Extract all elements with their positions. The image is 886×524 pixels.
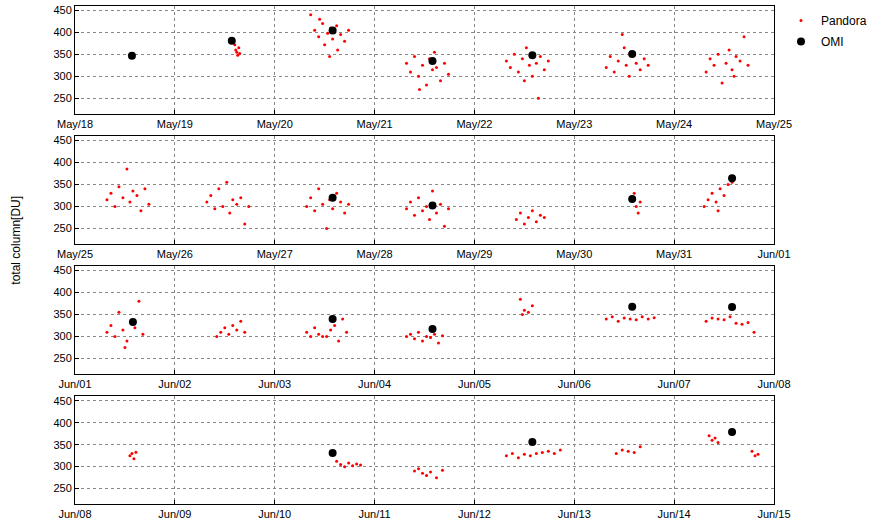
svg-text:450: 450: [53, 134, 71, 146]
svg-text:May/27: May/27: [257, 248, 293, 260]
svg-text:300: 300: [53, 70, 71, 82]
svg-text:May/29: May/29: [456, 248, 492, 260]
svg-text:250: 250: [53, 222, 71, 234]
svg-text:400: 400: [53, 26, 71, 38]
svg-text:Jun/05: Jun/05: [458, 378, 491, 390]
svg-text:May/28: May/28: [357, 248, 393, 260]
svg-text:May/24: May/24: [656, 118, 692, 130]
svg-text:May/23: May/23: [556, 118, 592, 130]
svg-text:May/21: May/21: [357, 118, 393, 130]
svg-text:Jun/07: Jun/07: [658, 378, 691, 390]
svg-text:350: 350: [53, 178, 71, 190]
svg-text:300: 300: [53, 200, 71, 212]
svg-text:350: 350: [53, 308, 71, 320]
svg-text:Jun/09: Jun/09: [158, 508, 191, 520]
svg-text:400: 400: [53, 156, 71, 168]
svg-text:May/26: May/26: [157, 248, 193, 260]
svg-text:Pandora: Pandora: [821, 14, 867, 28]
svg-text:May/22: May/22: [456, 118, 492, 130]
svg-text:May/30: May/30: [556, 248, 592, 260]
svg-text:Jun/04: Jun/04: [358, 378, 391, 390]
svg-text:Jun/13: Jun/13: [558, 508, 591, 520]
svg-text:300: 300: [53, 460, 71, 472]
svg-text:450: 450: [53, 264, 71, 276]
svg-text:May/31: May/31: [656, 248, 692, 260]
svg-text:May/25: May/25: [756, 118, 792, 130]
svg-text:400: 400: [53, 286, 71, 298]
svg-text:Jun/12: Jun/12: [458, 508, 491, 520]
svg-text:250: 250: [53, 352, 71, 364]
svg-text:Jun/15: Jun/15: [757, 508, 790, 520]
svg-text:Jun/08: Jun/08: [58, 508, 91, 520]
svg-text:250: 250: [53, 482, 71, 494]
svg-text:May/25: May/25: [57, 248, 93, 260]
svg-text:Jun/14: Jun/14: [658, 508, 691, 520]
svg-text:May/18: May/18: [57, 118, 93, 130]
svg-text:400: 400: [53, 417, 71, 429]
svg-text:350: 350: [53, 439, 71, 451]
svg-text:May/19: May/19: [157, 118, 193, 130]
svg-text:Jun/06: Jun/06: [558, 378, 591, 390]
svg-text:Jun/10: Jun/10: [258, 508, 291, 520]
svg-text:450: 450: [53, 395, 71, 407]
svg-text:350: 350: [53, 48, 71, 60]
svg-text:300: 300: [53, 330, 71, 342]
svg-text:Jun/08: Jun/08: [757, 378, 790, 390]
svg-text:250: 250: [53, 92, 71, 104]
svg-text:May/20: May/20: [257, 118, 293, 130]
svg-text:Jun/01: Jun/01: [757, 248, 790, 260]
svg-text:Jun/03: Jun/03: [258, 378, 291, 390]
svg-text:total column[DU]: total column[DU]: [9, 196, 23, 285]
svg-text:Jun/02: Jun/02: [158, 378, 191, 390]
svg-text:Jun/01: Jun/01: [58, 378, 91, 390]
svg-text:Jun/11: Jun/11: [358, 508, 390, 520]
svg-text:450: 450: [53, 4, 71, 16]
svg-text:OMI: OMI: [821, 35, 844, 49]
